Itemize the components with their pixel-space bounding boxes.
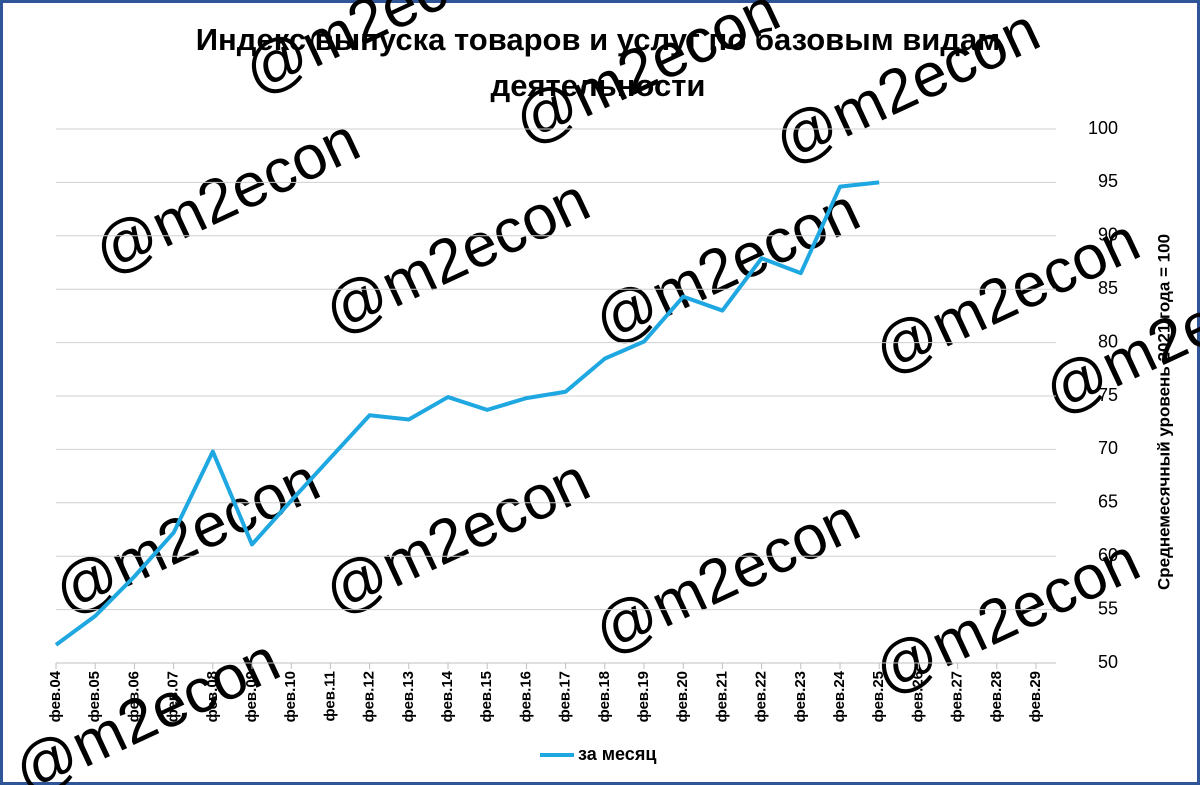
x-tick-label: фев.26 [909, 671, 926, 722]
x-tick-label: фев.22 [753, 671, 770, 722]
x-tick-label: фев.04 [47, 670, 64, 722]
x-tick-label: фев.19 [635, 671, 652, 722]
y-tick-label: 70 [1098, 438, 1118, 458]
x-tick-label: фев.09 [243, 671, 260, 722]
x-tick-label: фев.15 [478, 671, 495, 722]
x-tick-label: фев.27 [949, 671, 966, 722]
x-tick-label: фев.23 [792, 671, 809, 722]
y-tick-label: 75 [1098, 385, 1118, 405]
line-series [54, 180, 880, 647]
y-axis-label: Среднемесячный уровень 2021 года = 100 [1154, 234, 1173, 590]
chart-title: Индекс выпуска товаров и услуг по базовы… [196, 22, 1000, 57]
x-tick-label: фев.24 [831, 670, 848, 722]
x-tick-label: фев.16 [517, 671, 534, 722]
y-tick-label: 95 [1098, 171, 1118, 191]
legend-label: за месяц [578, 744, 656, 764]
x-tick-label: фев.14 [439, 670, 456, 722]
y-tick-label: 85 [1098, 278, 1118, 298]
x-tick-label: фев.12 [361, 671, 378, 722]
x-tick-label: фев.25 [870, 671, 887, 722]
x-tick-label: фев.29 [1027, 671, 1044, 722]
x-tick-label: фев.18 [596, 671, 613, 722]
y-tick-label: 50 [1098, 652, 1118, 672]
y-tick-label: 100 [1088, 118, 1118, 138]
x-tick-label: фев.21 [713, 671, 730, 722]
x-tick-label: фев.07 [165, 671, 182, 722]
x-tick-label: фев.20 [674, 671, 691, 722]
y-tick-label: 90 [1098, 225, 1118, 245]
x-tick-label: фев.05 [86, 671, 103, 722]
x-tick-label: фев.17 [557, 671, 574, 722]
y-tick-label: 55 [1098, 598, 1118, 618]
x-tick-label: фев.11 [321, 671, 338, 722]
y-tick-label: 65 [1098, 492, 1118, 512]
chart-title: деятельности [491, 68, 706, 103]
x-tick-label: фев.28 [988, 671, 1005, 722]
x-tick-label: фев.08 [204, 671, 221, 722]
y-tick-label: 80 [1098, 331, 1118, 351]
x-tick-label: фев.10 [282, 671, 299, 722]
x-tick-label: фев.06 [125, 671, 142, 722]
x-tick-label: фев.13 [400, 671, 417, 722]
y-tick-label: 60 [1098, 545, 1118, 565]
